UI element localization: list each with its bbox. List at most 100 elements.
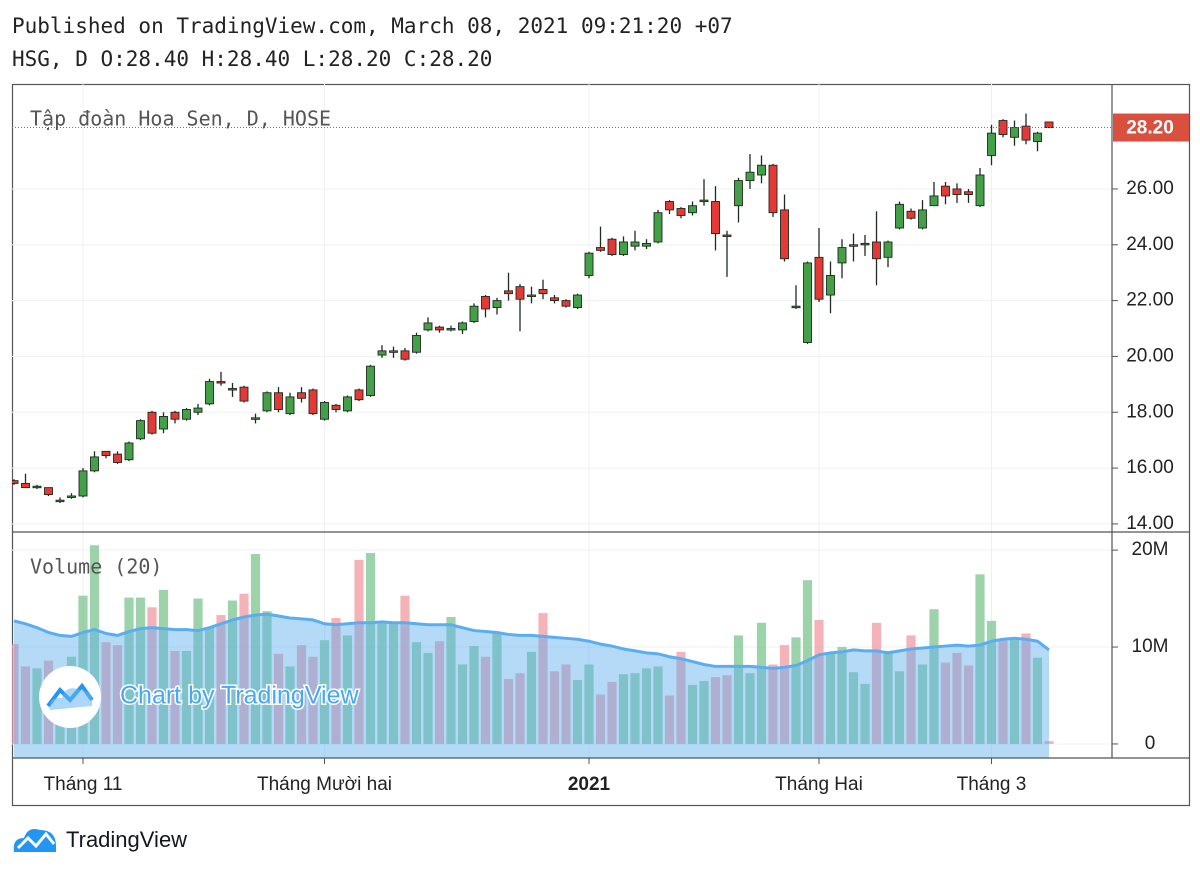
volume-bar <box>733 635 744 744</box>
volume-bar <box>492 632 502 744</box>
volume-bar <box>227 600 238 744</box>
y-tick-label: 24.00 <box>1126 234 1174 255</box>
volume-bar <box>940 662 951 744</box>
volume-bar <box>779 645 790 744</box>
candle-body <box>251 417 260 420</box>
candle-body <box>331 404 341 410</box>
candle-body <box>297 392 306 399</box>
candle-body <box>757 164 766 176</box>
candle-body <box>44 487 53 496</box>
y-tick-label: 14.00 <box>1126 513 1174 534</box>
candle-body <box>642 242 651 247</box>
volume-bar <box>549 671 560 744</box>
volume-bar <box>250 553 261 744</box>
candle-body <box>136 420 145 440</box>
volume-bar <box>296 645 307 744</box>
price-legend: Tập đoàn Hoa Sen, D, HOSE <box>30 107 331 131</box>
volume-bar <box>618 674 629 744</box>
candle-body <box>389 350 398 353</box>
candle-body <box>90 456 99 472</box>
volume-bar <box>561 664 571 744</box>
candle-body <box>780 209 789 260</box>
candle-body <box>1044 121 1054 128</box>
candle-body <box>228 388 237 391</box>
volume-bar <box>676 651 686 744</box>
candle-body <box>458 322 467 331</box>
volume-bar <box>216 615 226 744</box>
volume-bar <box>722 675 732 744</box>
volume-bar <box>894 671 905 744</box>
last-price-tag <box>1113 113 1189 142</box>
y-tick-label: 20.00 <box>1126 345 1174 366</box>
volume-bar <box>285 666 295 744</box>
volume-bar <box>262 611 272 744</box>
candle-body <box>550 297 559 302</box>
candle-body <box>964 191 973 195</box>
candle-body <box>584 252 594 276</box>
candle-body <box>193 407 203 413</box>
candle-body <box>423 322 433 331</box>
candle-body <box>1010 127 1019 138</box>
grid-layer <box>12 84 1112 764</box>
volume-bar <box>446 616 456 744</box>
candle-body <box>699 199 709 203</box>
volume-bar <box>883 650 893 744</box>
volume-bar <box>906 635 916 744</box>
y-tick-label: 16.00 <box>1126 457 1174 478</box>
volume-bar <box>319 640 330 744</box>
volume-bar <box>434 641 445 744</box>
candle-body <box>814 256 824 300</box>
volume-bar <box>12 644 19 744</box>
volume-bar <box>20 666 31 744</box>
y-tick-label: 18.00 <box>1126 401 1174 422</box>
candle-body <box>170 411 180 420</box>
volume-bar <box>768 664 778 744</box>
volume-bar <box>917 664 928 744</box>
candle-body <box>113 453 122 463</box>
volume-bar <box>342 635 353 744</box>
candle-body <box>1033 132 1042 142</box>
volume-bar <box>1032 657 1043 744</box>
footer-icon <box>16 831 56 850</box>
volume-bar <box>377 622 387 744</box>
candle-body <box>952 188 962 195</box>
candle-body <box>711 201 720 235</box>
candle-body <box>734 180 743 207</box>
volume-bar <box>791 637 801 744</box>
candle-body <box>918 209 927 229</box>
volume-bar <box>147 607 157 744</box>
volume-bar <box>331 617 341 744</box>
candle-body <box>860 242 870 246</box>
volume-legend: Volume (20) <box>30 555 162 579</box>
volume-bar <box>1021 633 1031 744</box>
volume-bar <box>112 645 123 744</box>
last-price-label: 28.20 <box>1126 118 1174 139</box>
candle-body <box>515 286 525 300</box>
volume-bar <box>124 597 134 744</box>
volume-bar <box>641 668 652 744</box>
volume-ma-line <box>13 612 1050 670</box>
footer-text[interactable]: TradingView <box>66 827 187 852</box>
volume-bar <box>837 647 847 744</box>
volume-bar <box>653 666 663 744</box>
volume-bar <box>365 553 376 744</box>
candle-body <box>561 300 571 307</box>
candle-body <box>872 241 881 260</box>
published-line: Published on TradingView.com, March 08, … <box>12 14 733 38</box>
y-tick-label: 0 <box>1145 733 1156 754</box>
volume-bar <box>135 597 146 744</box>
volume-bar <box>975 574 985 744</box>
candle-body <box>745 171 755 182</box>
watermark-cloud <box>49 688 93 710</box>
volume-bar <box>998 639 1008 744</box>
candle-body <box>596 247 605 251</box>
candle-body <box>619 241 628 255</box>
volume-bar <box>308 656 318 744</box>
volume-bar <box>457 664 468 744</box>
x-tick-label: 2021 <box>568 774 611 795</box>
volume-bar <box>354 559 364 744</box>
volume-bar <box>480 656 491 744</box>
candle-body <box>665 201 674 211</box>
candle-body <box>147 411 157 434</box>
